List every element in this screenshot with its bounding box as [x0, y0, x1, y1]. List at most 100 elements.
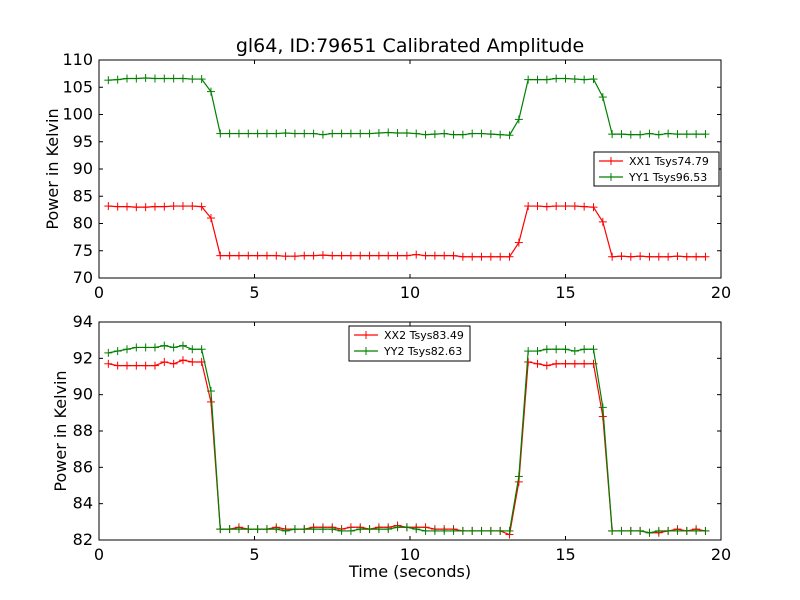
data-point [300, 251, 309, 260]
data-point [645, 528, 654, 537]
data-point [113, 361, 122, 370]
data-point [309, 525, 318, 534]
data-point [188, 202, 197, 211]
data-point [150, 74, 159, 83]
chart-1: 0 5 10 15 20 70 75 80 85 90 95 100 105 110 gl64, ID:79… [43, 35, 731, 302]
data-point [104, 76, 113, 85]
data-point [393, 523, 402, 532]
data-point [328, 251, 337, 260]
x-tick-label: 5 [249, 283, 259, 302]
data-point [346, 526, 355, 535]
data-point [281, 526, 290, 535]
data-point [701, 252, 710, 261]
data-point [654, 130, 663, 139]
legend-label: XX1 Tsys74.79 [629, 155, 709, 168]
data-point [598, 93, 607, 102]
legend-label: XX2 Tsys83.49 [384, 329, 464, 342]
data-point [589, 345, 598, 354]
data-point [505, 526, 514, 535]
data-point [608, 130, 617, 139]
data-point [169, 202, 178, 211]
data-point [570, 359, 579, 368]
data-point [262, 251, 271, 260]
data-point [598, 403, 607, 412]
data-point [440, 526, 449, 535]
data-point [682, 130, 691, 139]
chart-title: gl64, ID:79651 Calibrated Amplitude [236, 35, 584, 57]
data-point [225, 251, 234, 260]
data-point [122, 361, 131, 370]
data-point [673, 526, 682, 535]
data-point [365, 525, 374, 534]
data-point [654, 526, 663, 535]
data-point [580, 75, 589, 84]
data-point [318, 525, 327, 534]
data-point [402, 523, 411, 532]
data-point [682, 526, 691, 535]
data-point [561, 359, 570, 368]
data-point [505, 252, 514, 261]
data-point [346, 129, 355, 138]
data-point [486, 130, 495, 139]
data-point [132, 361, 141, 370]
data-point [188, 75, 197, 84]
data-point [393, 251, 402, 260]
data-point [281, 129, 290, 138]
data-point [692, 526, 701, 535]
data-point [570, 347, 579, 356]
data-point [636, 130, 645, 139]
data-point [253, 525, 262, 534]
data-point [421, 251, 430, 260]
data-point [216, 525, 225, 534]
data-point [244, 525, 253, 534]
series-1 [104, 202, 710, 261]
data-point [664, 252, 673, 261]
data-point [514, 472, 523, 481]
data-point [169, 359, 178, 368]
data-point [197, 202, 206, 211]
data-point [533, 347, 542, 356]
data-point [505, 131, 514, 140]
legend-box [348, 325, 471, 362]
data-point [244, 251, 253, 260]
data-point [132, 203, 141, 212]
data-point [496, 526, 505, 535]
data-point [328, 525, 337, 534]
data-point [356, 525, 365, 534]
data-point [477, 526, 486, 535]
x-tick-label: 15 [555, 283, 575, 302]
data-point [468, 129, 477, 138]
data-point [374, 525, 383, 534]
data-point [206, 87, 215, 96]
x-axis-label: Time (seconds) [348, 562, 471, 581]
data-point [626, 526, 635, 535]
data-point [234, 251, 243, 260]
data-point [150, 343, 159, 352]
y-tick-label: 80 [73, 214, 93, 233]
data-point [393, 129, 402, 138]
data-point [178, 202, 187, 211]
data-point [328, 129, 337, 138]
data-point [272, 525, 281, 534]
data-point [132, 74, 141, 83]
data-point [524, 347, 533, 356]
data-point [533, 75, 542, 84]
data-point [552, 202, 561, 211]
data-point [477, 129, 486, 138]
data-point [561, 345, 570, 354]
data-point [300, 129, 309, 138]
legend: XX1 Tsys74.79 YY1 Tsys96.53 [593, 151, 720, 187]
data-point [477, 252, 486, 261]
y-axis-label: Power in Kelvin [43, 108, 62, 229]
legend-label: YY1 Tsys96.53 [628, 171, 707, 184]
data-point [216, 129, 225, 138]
data-point [244, 129, 253, 138]
y-tick-label: 90 [73, 159, 93, 178]
data-point [150, 202, 159, 211]
x-tick-label: 5 [249, 545, 259, 564]
y-tick-label: 100 [62, 105, 93, 124]
x-tick-label: 10 [400, 283, 420, 302]
x-tick-label: 20 [711, 545, 731, 564]
data-point [673, 252, 682, 261]
